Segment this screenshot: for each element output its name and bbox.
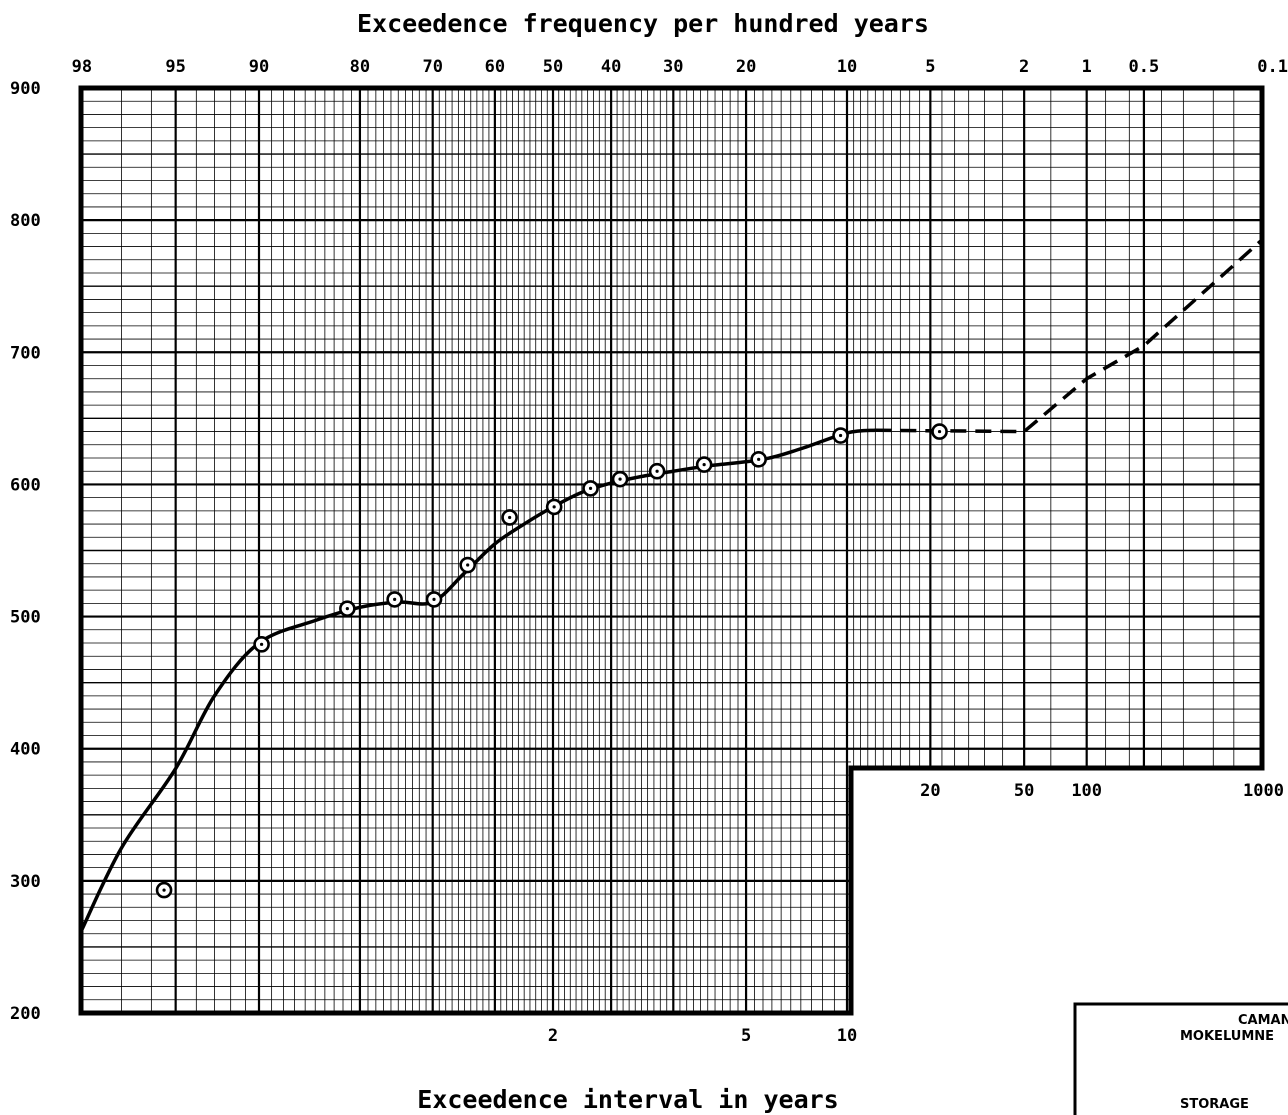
data-point-dot-11 (702, 463, 706, 467)
data-point-dot-12 (757, 457, 761, 461)
data-point-dot-7 (552, 505, 556, 509)
bottom-tick-label-0: 2 (548, 1026, 558, 1046)
x-axis-label: Exceedence interval in years (417, 1085, 838, 1114)
grid (81, 86, 1262, 1015)
top-tick-label-7: 40 (601, 57, 621, 77)
data-point-dot-6 (508, 515, 512, 520)
top-tick-label-2: 90 (249, 57, 269, 77)
y-tick-label-6: 300 (10, 872, 41, 892)
info-box: CAMAN MOKELUMNE STORAGE (1073, 1002, 1288, 1115)
y-tick-label-0: 900 (10, 79, 41, 99)
frequency-curve-dashed (875, 238, 1264, 434)
top-tick-label-1: 95 (165, 57, 185, 77)
top-tick-label-12: 2 (1019, 57, 1029, 77)
top-tick-label-0: 98 (72, 57, 92, 77)
labels: Exceedence frequency per hundred years E… (10, 9, 1288, 1114)
top-tick-label-15: 0.1 (1257, 57, 1288, 77)
chart-title: Exceedence frequency per hundred years (357, 9, 929, 38)
data-point-dot-14 (937, 429, 942, 434)
top-tick-label-5: 60 (485, 57, 505, 77)
data-point-dot-1 (259, 642, 264, 646)
top-tick-label-13: 1 (1082, 57, 1092, 77)
interval-tick-label-2: 100 (1071, 781, 1102, 801)
data-point-dot-0 (162, 888, 166, 892)
y-tick-label-5: 400 (10, 740, 41, 760)
info-box-line-3: STORAGE (1180, 1097, 1249, 1112)
data-point-dot-5 (466, 563, 470, 567)
frequency-curve-solid (80, 428, 876, 931)
bottom-tick-label-2: 10 (837, 1026, 857, 1046)
plot-frame (78, 85, 1265, 1016)
data-point-dot-2 (345, 607, 349, 611)
data-point-dot-3 (393, 597, 397, 601)
top-tick-label-10: 10 (837, 57, 857, 77)
y-tick-label-2: 700 (10, 343, 41, 363)
interval-tick-label-1: 50 (1014, 781, 1034, 801)
data-point-dot-4 (432, 597, 436, 601)
data-point-dot-13 (838, 433, 843, 438)
y-tick-label-1: 800 (10, 211, 41, 231)
bottom-tick-label-1: 5 (741, 1026, 751, 1046)
top-tick-label-6: 50 (543, 57, 563, 77)
top-tick-label-8: 30 (663, 57, 683, 77)
y-tick-label-4: 500 (10, 608, 41, 628)
data-point-dot-9 (618, 477, 622, 481)
interval-tick-label-3: 1000 (1243, 781, 1284, 801)
info-box-line-2: MOKELUMNE (1180, 1029, 1274, 1044)
top-tick-label-9: 20 (736, 57, 756, 77)
top-tick-label-14: 0.5 (1129, 57, 1160, 77)
top-tick-label-11: 5 (925, 57, 935, 77)
info-box-frame (1073, 1002, 1288, 1115)
plot-border (78, 85, 1265, 1016)
y-tick-label-7: 200 (10, 1004, 41, 1024)
y-tick-label-3: 600 (10, 475, 41, 495)
series-group (80, 238, 1264, 931)
top-tick-label-4: 70 (422, 57, 442, 77)
interval-tick-label-0: 20 (920, 781, 940, 801)
data-point-dot-8 (588, 486, 593, 490)
info-box-line-1: CAMAN (1238, 1013, 1288, 1028)
top-tick-label-3: 80 (350, 57, 370, 77)
data-point-dot-10 (655, 469, 659, 473)
